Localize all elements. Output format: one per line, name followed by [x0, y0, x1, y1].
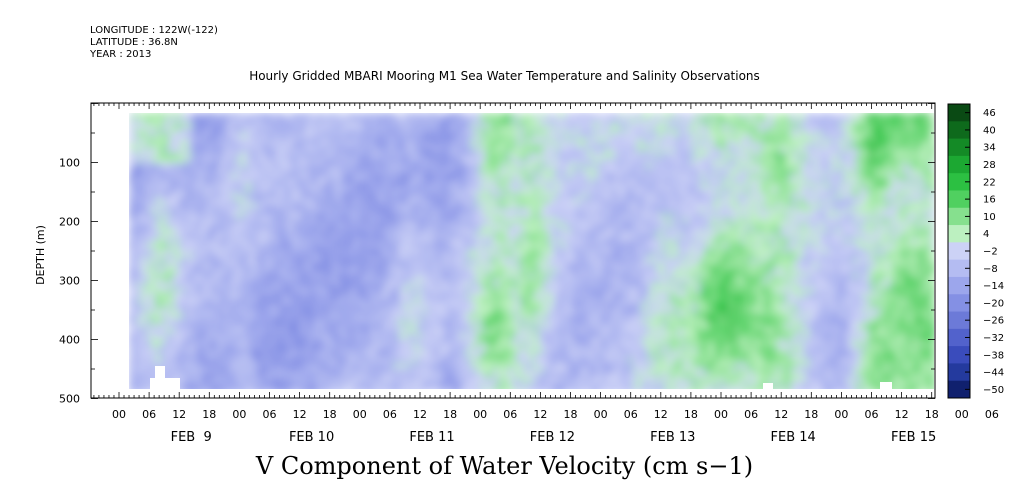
- colorbar-swatch: [948, 225, 970, 243]
- x-hour-label: 00: [955, 408, 969, 421]
- axis-ticks: [91, 103, 935, 399]
- colorbar-label: −8: [983, 264, 998, 275]
- colorbar-swatch: [948, 104, 970, 122]
- x-hour-label: 12: [774, 408, 788, 421]
- colorbar-label: −44: [983, 368, 1004, 379]
- x-hour-label: 18: [804, 408, 818, 421]
- colorbar-label: −32: [983, 333, 1004, 344]
- colorbar-label: 28: [983, 160, 996, 171]
- x-day-label: FEB 10: [289, 430, 334, 445]
- x-hour-label: 12: [172, 408, 186, 421]
- y-tick-label: 200: [59, 216, 80, 229]
- colorbar-swatch: [948, 190, 970, 209]
- colorbar-swatch: [948, 380, 970, 399]
- missing-data-gap: [763, 383, 773, 389]
- colorbar-label: −2: [983, 247, 998, 258]
- colorbar-label: 16: [983, 195, 996, 206]
- latitude-label: LATITUDE : 36.8N: [90, 37, 178, 48]
- x-hour-label: 00: [473, 408, 487, 421]
- year-label: YEAR : 2013: [90, 49, 152, 60]
- x-hour-label: 18: [684, 408, 698, 421]
- y-tick-label: 400: [59, 334, 80, 347]
- x-hour-label: 12: [895, 408, 909, 421]
- x-day-label: FEB 14: [771, 430, 816, 445]
- x-day-label: FEB 12: [530, 430, 575, 445]
- colorbar-label: 4: [983, 229, 989, 240]
- colorbar-swatch: [948, 346, 970, 364]
- colorbar-label: 46: [983, 108, 996, 119]
- x-hour-label: 18: [443, 408, 457, 421]
- x-hour-label: 00: [594, 408, 608, 421]
- x-hour-label: 06: [142, 408, 156, 421]
- missing-data-gap: [880, 382, 892, 390]
- colorbar-label: −20: [983, 298, 1004, 309]
- x-axis-day-labels: FEB 9 FEB 10 FEB 11 FEB 12 FEB 13 FEB 14 FEB 1…: [171, 430, 937, 445]
- colorbar-swatch: [948, 121, 970, 139]
- x-hour-label: 06: [503, 408, 517, 421]
- colorbar-label: 10: [983, 212, 996, 223]
- colorbar-swatch: [948, 173, 970, 191]
- x-hour-label: 00: [353, 408, 367, 421]
- y-axis-label: DEPTH (m): [34, 225, 47, 285]
- heatmap-field: [129, 113, 934, 389]
- colorbar-swatch: [948, 242, 970, 261]
- colorbar-label: −14: [983, 281, 1004, 292]
- x-hour-label: 06: [865, 408, 879, 421]
- missing-data-gap: [150, 378, 180, 390]
- x-hour-label: 06: [263, 408, 277, 421]
- x-hour-label: 12: [654, 408, 668, 421]
- missing-data-gap: [155, 366, 165, 378]
- y-tick-label: 300: [59, 275, 80, 288]
- colorbar-swatch: [948, 363, 970, 382]
- colorbar-swatch: [948, 207, 970, 226]
- x-hour-label: 00: [834, 408, 848, 421]
- colorbar-label: −50: [983, 385, 1004, 396]
- x-hour-label: 18: [925, 408, 939, 421]
- colorbar-label: 22: [983, 177, 996, 188]
- longitude-label: LONGITUDE : 122W(-122): [90, 25, 218, 36]
- colorbar-label: −38: [983, 350, 1004, 361]
- colorbar-label: 40: [983, 125, 996, 136]
- x-day-label: FEB 13: [650, 430, 695, 445]
- x-day-label: FEB 9: [171, 430, 212, 445]
- colorbar-swatch: [948, 328, 970, 347]
- x-hour-label: 12: [533, 408, 547, 421]
- x-hour-label: 18: [202, 408, 216, 421]
- chart-title: Hourly Gridded MBARI Mooring M1 Sea Wate…: [249, 69, 760, 83]
- x-hour-label: 18: [323, 408, 337, 421]
- x-axis-hour-labels: 00 06 12 18 00 06 12 18 00 06 12 18 00 06 12 18 00 06 12 18…: [112, 408, 999, 421]
- x-hour-label: 06: [624, 408, 638, 421]
- x-hour-label: 00: [112, 408, 126, 421]
- colorbar: 46 40 34 28 22 16 10 4 −2 −8 −14 −20 −26 −32 −38 −44 −50: [947, 103, 1004, 399]
- x-hour-label: 06: [383, 408, 397, 421]
- colorbar-swatch: [948, 155, 970, 174]
- x-day-label: FEB 15: [891, 430, 936, 445]
- colorbar-label: 34: [983, 143, 996, 154]
- y-tick-label: 500: [59, 393, 80, 406]
- x-hour-label: 06: [985, 408, 999, 421]
- colorbar-swatch: [948, 294, 970, 312]
- colorbar-swatch: [948, 311, 970, 330]
- colorbar-swatch: [948, 276, 970, 295]
- x-hour-label: 00: [232, 408, 246, 421]
- y-tick-label: 100: [59, 157, 80, 170]
- y-axis-tick-labels: 100 200 300 400 500: [59, 157, 80, 406]
- plot-frame: [90, 102, 936, 399]
- x-hour-label: 18: [564, 408, 578, 421]
- variable-title: V Component of Water Velocity (cm s−1): [255, 452, 754, 480]
- x-hour-label: 12: [413, 408, 427, 421]
- colorbar-swatch: [948, 138, 970, 157]
- x-hour-label: 12: [293, 408, 307, 421]
- x-hour-label: 06: [744, 408, 758, 421]
- x-day-label: FEB 11: [409, 430, 454, 445]
- colorbar-swatch: [948, 259, 970, 278]
- colorbar-label: −26: [983, 316, 1004, 327]
- x-hour-label: 00: [714, 408, 728, 421]
